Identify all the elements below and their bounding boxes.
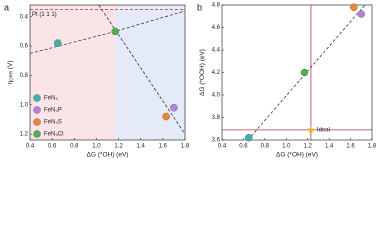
y-tick-label: 3.6 <box>212 138 221 144</box>
x-axis-label: ΔG (*OH) (eV) <box>276 152 318 159</box>
legend-marker <box>33 94 41 102</box>
legend-label: FeN₃Cl <box>44 132 63 138</box>
data-point <box>245 133 253 142</box>
x-tick-label: 0.6 <box>239 144 248 150</box>
x-tick-label: 1.0 <box>282 144 291 150</box>
plot-area <box>30 5 185 140</box>
x-tick-label: 1.2 <box>304 144 313 150</box>
y-tick-label: 1.0 <box>20 102 29 108</box>
panel-letter: a <box>4 2 9 12</box>
legend-marker <box>33 130 41 138</box>
y-tick-label: 4.6 <box>212 25 221 31</box>
x-tick-label: 1.2 <box>114 144 123 150</box>
y-tick-label: 1.2 <box>20 132 29 138</box>
data-point <box>357 10 366 18</box>
y-axis-label: ηORR (V) <box>7 60 14 84</box>
x-tick-label: 1.6 <box>346 144 355 150</box>
legend-marker <box>33 118 41 126</box>
y-tick-label: 0.4 <box>20 14 29 20</box>
y-tick-label: 4.2 <box>212 70 221 76</box>
legend-label: FeN₃S <box>44 120 62 126</box>
legend-label: FeN₃P <box>44 108 62 114</box>
x-tick-label: 1.0 <box>92 144 101 150</box>
figure: a b Pt (1 1 1)0.4 0.6 0.8 1.0 1.2 1.4 1.6 1.80.… <box>4 2 377 159</box>
y-label-sub: ORR <box>9 70 14 81</box>
ideal-marker <box>307 125 315 134</box>
x-tick-label: 0.8 <box>70 144 79 150</box>
y-label-main: η <box>7 81 14 85</box>
reference-label: Pt (1 1 1) <box>32 12 57 18</box>
x-tick-label: 1.4 <box>325 144 334 150</box>
x-tick-label: 0.8 <box>261 144 270 150</box>
plot-frame <box>29 4 186 141</box>
legend-label: FeN₄ <box>44 96 58 102</box>
x-tick-label: 0.4 <box>26 144 35 150</box>
data-point <box>162 112 170 121</box>
plot-area <box>222 5 372 140</box>
x-tick-label: 0.4 <box>218 144 227 150</box>
panel-letter: b <box>197 2 202 12</box>
data-point <box>111 27 120 36</box>
x-axis-label: ΔG (*OH) (eV) <box>87 152 129 159</box>
y-label-rest: (V) <box>7 60 14 70</box>
y-axis-label: ΔG (*OOH) (eV) <box>199 49 206 96</box>
annotation: Ideal <box>317 127 330 133</box>
plot-frame <box>221 4 373 141</box>
data-point <box>350 3 358 11</box>
trend-line <box>30 10 185 54</box>
data-point <box>300 68 309 77</box>
legend-marker <box>33 106 41 114</box>
y-tick-label: 3.8 <box>212 115 221 121</box>
y-tick-label: 0.8 <box>20 73 29 79</box>
x-tick-label: 1.6 <box>159 144 168 150</box>
x-tick-label: 1.8 <box>368 144 377 150</box>
x-tick-label: 0.6 <box>48 144 57 150</box>
y-label-main: ΔG (*OOH) (eV) <box>199 49 206 96</box>
y-tick-label: 4.8 <box>212 3 221 9</box>
x-tick-label: 1.8 <box>181 144 190 150</box>
region <box>115 5 185 140</box>
y-tick-label: 0.6 <box>20 44 29 50</box>
data-point <box>53 39 62 47</box>
x-tick-label: 1.4 <box>137 144 146 150</box>
data-point <box>170 103 178 112</box>
y-tick-label: 4.0 <box>212 93 221 99</box>
trend-line <box>98 5 185 135</box>
region <box>30 5 116 140</box>
y-tick-label: 4.4 <box>212 48 221 54</box>
